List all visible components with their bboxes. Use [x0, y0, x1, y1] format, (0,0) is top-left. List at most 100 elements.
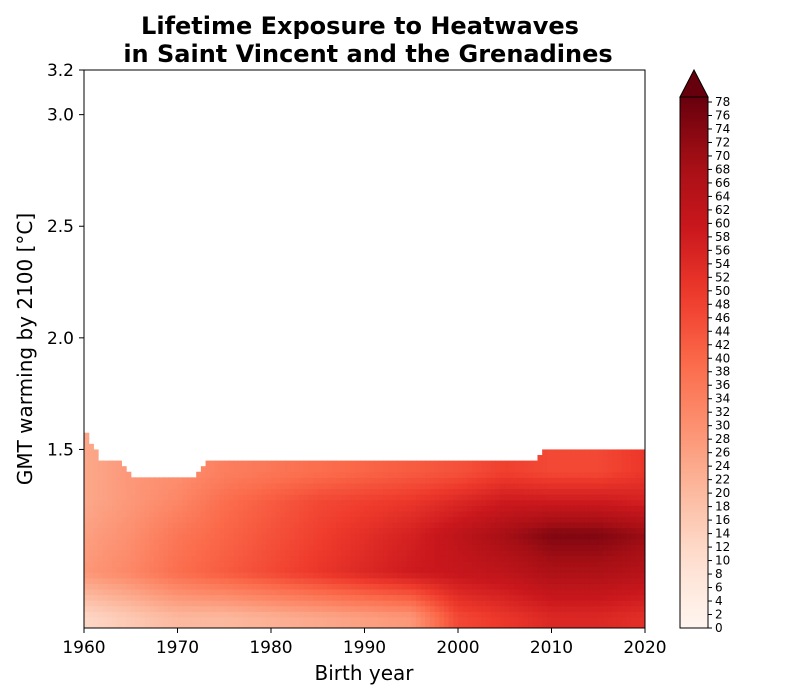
heatmap-cell	[313, 533, 319, 540]
heatmap-cell	[313, 505, 319, 512]
heatmap-cell	[355, 549, 361, 557]
heatmap-cell	[448, 488, 454, 495]
heatmap-cell	[476, 499, 482, 506]
heatmap-cell	[574, 544, 581, 551]
heatmap-cell	[238, 572, 244, 579]
heatmap-cell	[481, 460, 487, 467]
y-tick-label: 2.5	[47, 217, 74, 237]
heatmap-cell	[434, 510, 440, 517]
heatmap-cell	[247, 544, 253, 551]
heatmap-cell	[420, 572, 426, 579]
heatmap-cell	[551, 494, 557, 501]
heatmap-cell	[144, 494, 151, 501]
heatmap-cell	[107, 588, 113, 596]
heatmap-cell	[84, 505, 90, 512]
heatmap-cell	[308, 488, 314, 495]
heatmap-cell	[523, 561, 529, 568]
heatmap-cell	[565, 466, 571, 473]
heatmap-cell	[481, 549, 487, 557]
heatmap-cell	[126, 494, 132, 501]
heatmap-cell	[205, 616, 211, 624]
heatmap-cell	[560, 516, 567, 523]
heatmap-cell	[116, 516, 122, 523]
heatmap-cell	[252, 521, 258, 529]
heatmap-cell	[219, 494, 225, 501]
heatmap-cell	[266, 482, 272, 490]
heatmap-cell	[616, 611, 623, 618]
heatmap-cell	[327, 594, 333, 601]
chart-title-line-2: in Saint Vincent and the Grenadines	[123, 40, 612, 68]
heatmap-cell	[579, 544, 585, 551]
heatmap-cell	[271, 527, 277, 534]
heatmap-cell	[481, 544, 487, 551]
heatmap-cell	[467, 533, 473, 540]
heatmap-cell	[102, 555, 108, 562]
heatmap-cell	[467, 583, 473, 590]
heatmap-cell	[140, 521, 146, 529]
colorbar-tick-label: 44	[715, 324, 730, 338]
heatmap-cell	[640, 494, 645, 501]
heatmap-cell	[626, 561, 632, 568]
heatmap-cell	[486, 555, 492, 562]
heatmap-cell	[186, 616, 193, 624]
heatmap-cell	[514, 533, 520, 540]
heatmap-cell	[514, 499, 520, 506]
heatmap-cell	[280, 477, 286, 484]
heatmap-cell	[570, 577, 576, 584]
heatmap-cell	[411, 471, 417, 478]
heatmap-cell	[88, 611, 94, 618]
heatmap-cell	[504, 600, 511, 607]
heatmap-cell	[565, 471, 571, 478]
heatmap-cell	[458, 544, 464, 551]
heatmap-cell	[523, 460, 529, 467]
heatmap-cell	[429, 482, 436, 490]
heatmap-cell	[518, 555, 525, 562]
heatmap-cell	[598, 544, 604, 551]
heatmap-cell	[373, 527, 380, 534]
heatmap-cell	[224, 600, 230, 607]
heatmap-cell	[219, 499, 225, 506]
heatmap-cell	[359, 577, 366, 584]
heatmap-cell	[163, 594, 169, 601]
heatmap-cell	[514, 622, 520, 628]
heatmap-cell	[364, 516, 370, 523]
heatmap-cell	[177, 538, 183, 545]
heatmap-cell	[196, 499, 202, 506]
heatmap-cell	[345, 516, 352, 523]
heatmap-cell	[88, 460, 94, 467]
colorbar-tick-label: 74	[715, 122, 730, 136]
heatmap-cell	[602, 577, 609, 584]
heatmap-cell	[514, 477, 520, 484]
heatmap-cell	[560, 544, 567, 551]
heatmap-cell	[121, 499, 127, 506]
heatmap-cell	[271, 616, 277, 624]
heatmap-cell	[158, 538, 165, 545]
heatmap-cell	[331, 494, 338, 501]
heatmap-cell	[317, 460, 324, 467]
heatmap-cell	[238, 521, 244, 529]
heatmap-cell	[364, 549, 370, 557]
heatmap-cell	[621, 538, 627, 545]
heatmap-cell	[280, 561, 286, 568]
heatmap-cell	[528, 588, 534, 596]
colorbar-tick-label: 66	[715, 176, 730, 190]
heatmap-cell	[102, 510, 108, 517]
heatmap-cell	[387, 516, 394, 523]
heatmap-cell	[504, 521, 511, 529]
heatmap-cell	[504, 510, 511, 517]
heatmap-cell	[593, 527, 599, 534]
heatmap-cell	[256, 594, 263, 601]
heatmap-cell	[635, 549, 641, 557]
heatmap-cell	[392, 482, 398, 490]
heatmap-cell	[387, 510, 394, 517]
heatmap-cell	[149, 583, 155, 590]
heatmap-cell	[228, 538, 235, 545]
heatmap-cell	[205, 583, 211, 590]
heatmap-cell	[261, 494, 267, 501]
heatmap-cell	[458, 555, 464, 562]
heatmap-cell	[102, 577, 108, 584]
heatmap-cell	[411, 605, 417, 612]
heatmap-cell	[397, 471, 403, 478]
heatmap-cell	[369, 510, 375, 517]
heatmap-cell	[177, 611, 183, 618]
